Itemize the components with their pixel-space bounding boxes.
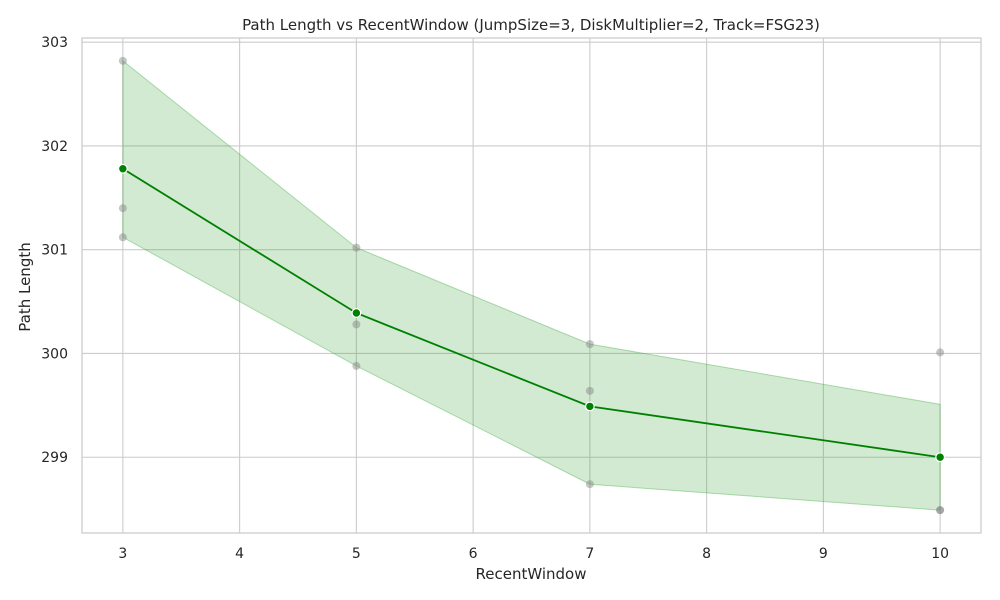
raw-data-point (936, 506, 945, 515)
x-tick-label: 8 (702, 546, 711, 562)
confidence-band-layer (122, 59, 941, 511)
y-axis-label: Path Length (16, 242, 34, 331)
raw-data-point (936, 506, 945, 515)
raw-data-point (352, 243, 361, 252)
raw-data-point (585, 340, 594, 349)
mean-series-line (122, 167, 941, 459)
raw-points-layer (118, 56, 945, 515)
raw-data-point (118, 56, 127, 65)
mean-data-point (117, 163, 128, 174)
y-tick-label: 302 (41, 139, 68, 155)
chart-title: Path Length vs RecentWindow (JumpSize=3,… (242, 16, 820, 34)
x-tick-labels: 3 4 5 6 7 8 9 10 (118, 546, 949, 562)
raw-data-point (352, 361, 361, 370)
grid (82, 38, 981, 533)
x-tick-label: 5 (352, 546, 361, 562)
x-tick-label: 4 (235, 546, 244, 562)
x-axis-label: RecentWindow (476, 565, 587, 583)
x-tick-label: 6 (469, 546, 478, 562)
raw-data-point (118, 204, 127, 213)
raw-data-point (352, 320, 361, 329)
x-tick-label: 3 (118, 546, 127, 562)
x-tick-label: 10 (931, 546, 949, 562)
y-tick-label: 301 (41, 243, 68, 259)
raw-data-point (118, 233, 127, 242)
y-tick-labels: 299 300 301 302 303 (41, 35, 68, 466)
x-tick-label: 7 (585, 546, 594, 562)
mean-data-point (935, 452, 946, 463)
mean-data-point (351, 308, 362, 318)
plot-frame (81, 37, 982, 534)
y-tick-label: 303 (41, 35, 68, 51)
y-tick-label: 299 (41, 450, 68, 466)
mean-data-point (584, 401, 595, 412)
raw-data-point (585, 480, 594, 489)
y-tick-label: 300 (41, 346, 68, 362)
confidence-band (122, 59, 941, 511)
raw-data-point (936, 348, 945, 357)
raw-data-point (585, 386, 594, 395)
x-tick-label: 9 (819, 546, 828, 562)
mean-line-layer (117, 163, 946, 463)
